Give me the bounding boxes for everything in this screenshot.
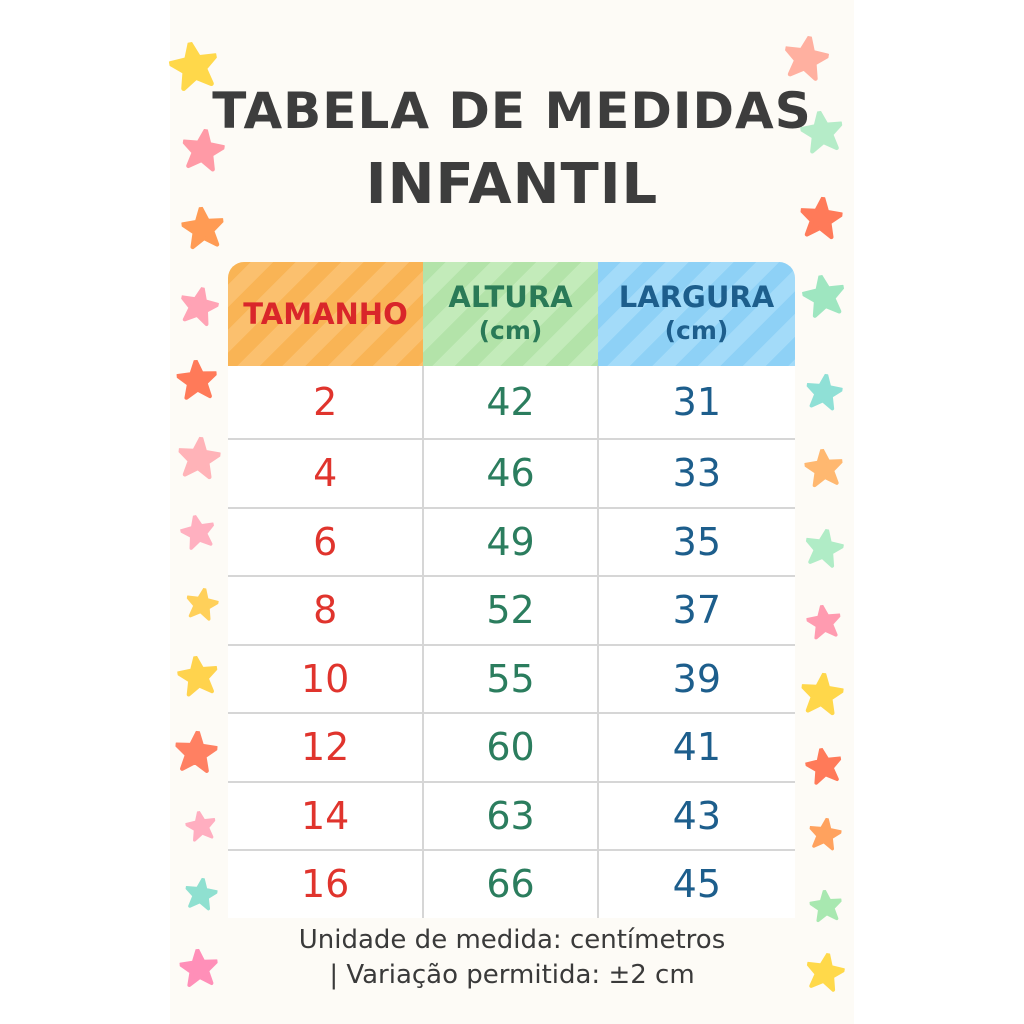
star-icon: [805, 528, 845, 568]
table-row: 6 49 35: [228, 508, 795, 577]
cell-altura: 63: [424, 782, 599, 849]
cell-altura: 60: [424, 714, 599, 781]
star-icon: [808, 889, 843, 923]
star-icon: [805, 604, 842, 640]
cell-largura: 35: [672, 519, 722, 564]
star-icon: [784, 35, 830, 81]
star-icon: [167, 40, 218, 91]
cell-tamanho: 6: [228, 508, 425, 575]
table-body: 2 42 31 4 46 33 6 49 35 8 52 37 10 55 39…: [228, 366, 795, 918]
star-icon: [806, 952, 846, 992]
cell-altura: 55: [424, 645, 599, 712]
star-icon: [805, 373, 844, 411]
table-row: 8 52 37: [228, 577, 795, 646]
star-icon: [179, 514, 215, 550]
star-icon: [804, 747, 842, 785]
star-icon: [181, 127, 226, 172]
table-row: 12 60 41: [228, 714, 795, 783]
cell-largura: 41: [672, 725, 722, 770]
star-icon: [799, 109, 844, 154]
star-icon: [184, 810, 216, 842]
star-icon: [177, 435, 222, 480]
header-label: LARGURA: [618, 280, 775, 314]
table-header: TAMANHO ALTURA (cm) LARGURA (cm): [228, 262, 795, 366]
cell-altura: 46: [424, 440, 599, 507]
star-icon: [175, 358, 218, 400]
header-tamanho: TAMANHO: [228, 262, 423, 366]
cell-altura: 49: [424, 508, 599, 575]
cell-altura: 66: [424, 851, 599, 918]
cell-altura: 52: [424, 577, 599, 644]
cell-altura: 42: [424, 366, 599, 438]
page-subtitle: INFANTIL: [365, 152, 659, 217]
star-icon: [799, 195, 844, 240]
footer-note-unit: Unidade de medida: centímetros: [298, 925, 726, 955]
footer-note-tolerance: | Variação permitida: ±2 cm: [329, 960, 695, 990]
star-icon: [180, 205, 225, 250]
cell-largura: 37: [672, 588, 722, 633]
header-largura: LARGURA (cm): [598, 262, 795, 366]
cell-largura: 39: [672, 656, 722, 701]
page-title: TABELA DE MEDIDAS: [212, 82, 812, 140]
header-unit: (cm): [478, 316, 543, 345]
star-icon: [184, 877, 219, 911]
cell-tamanho: 10: [228, 645, 425, 712]
header-label: TAMANHO: [243, 297, 408, 331]
header-unit: (cm): [664, 316, 729, 345]
cell-tamanho: 4: [228, 440, 425, 507]
star-icon: [174, 729, 219, 773]
cell-tamanho: 14: [228, 782, 425, 849]
cell-largura: 45: [672, 862, 722, 907]
table-row: 4 46 33: [228, 440, 795, 509]
table-row: 10 55 39: [228, 645, 795, 714]
table-row: 16 66 45: [228, 851, 795, 918]
cell-tamanho: 8: [228, 577, 425, 644]
star-icon: [186, 587, 220, 621]
cell-tamanho: 2: [228, 366, 425, 438]
star-icon: [803, 447, 844, 488]
cell-tamanho: 16: [228, 851, 425, 918]
header-label: ALTURA: [448, 280, 573, 314]
cell-largura: 31: [672, 380, 722, 424]
star-icon: [800, 671, 845, 716]
table-row: 2 42 31: [228, 366, 795, 440]
cell-largura: 43: [672, 793, 722, 838]
star-icon: [180, 286, 220, 327]
table-row: 14 63 43: [228, 782, 795, 851]
star-icon: [178, 947, 219, 987]
star-icon: [176, 654, 219, 697]
cell-tamanho: 12: [228, 714, 425, 781]
cell-largura: 33: [672, 451, 722, 496]
star-icon: [801, 274, 845, 318]
size-table: TAMANHO ALTURA (cm) LARGURA (cm) 2 42 31…: [228, 262, 795, 918]
star-icon: [808, 817, 843, 851]
header-altura: ALTURA (cm): [423, 262, 598, 366]
